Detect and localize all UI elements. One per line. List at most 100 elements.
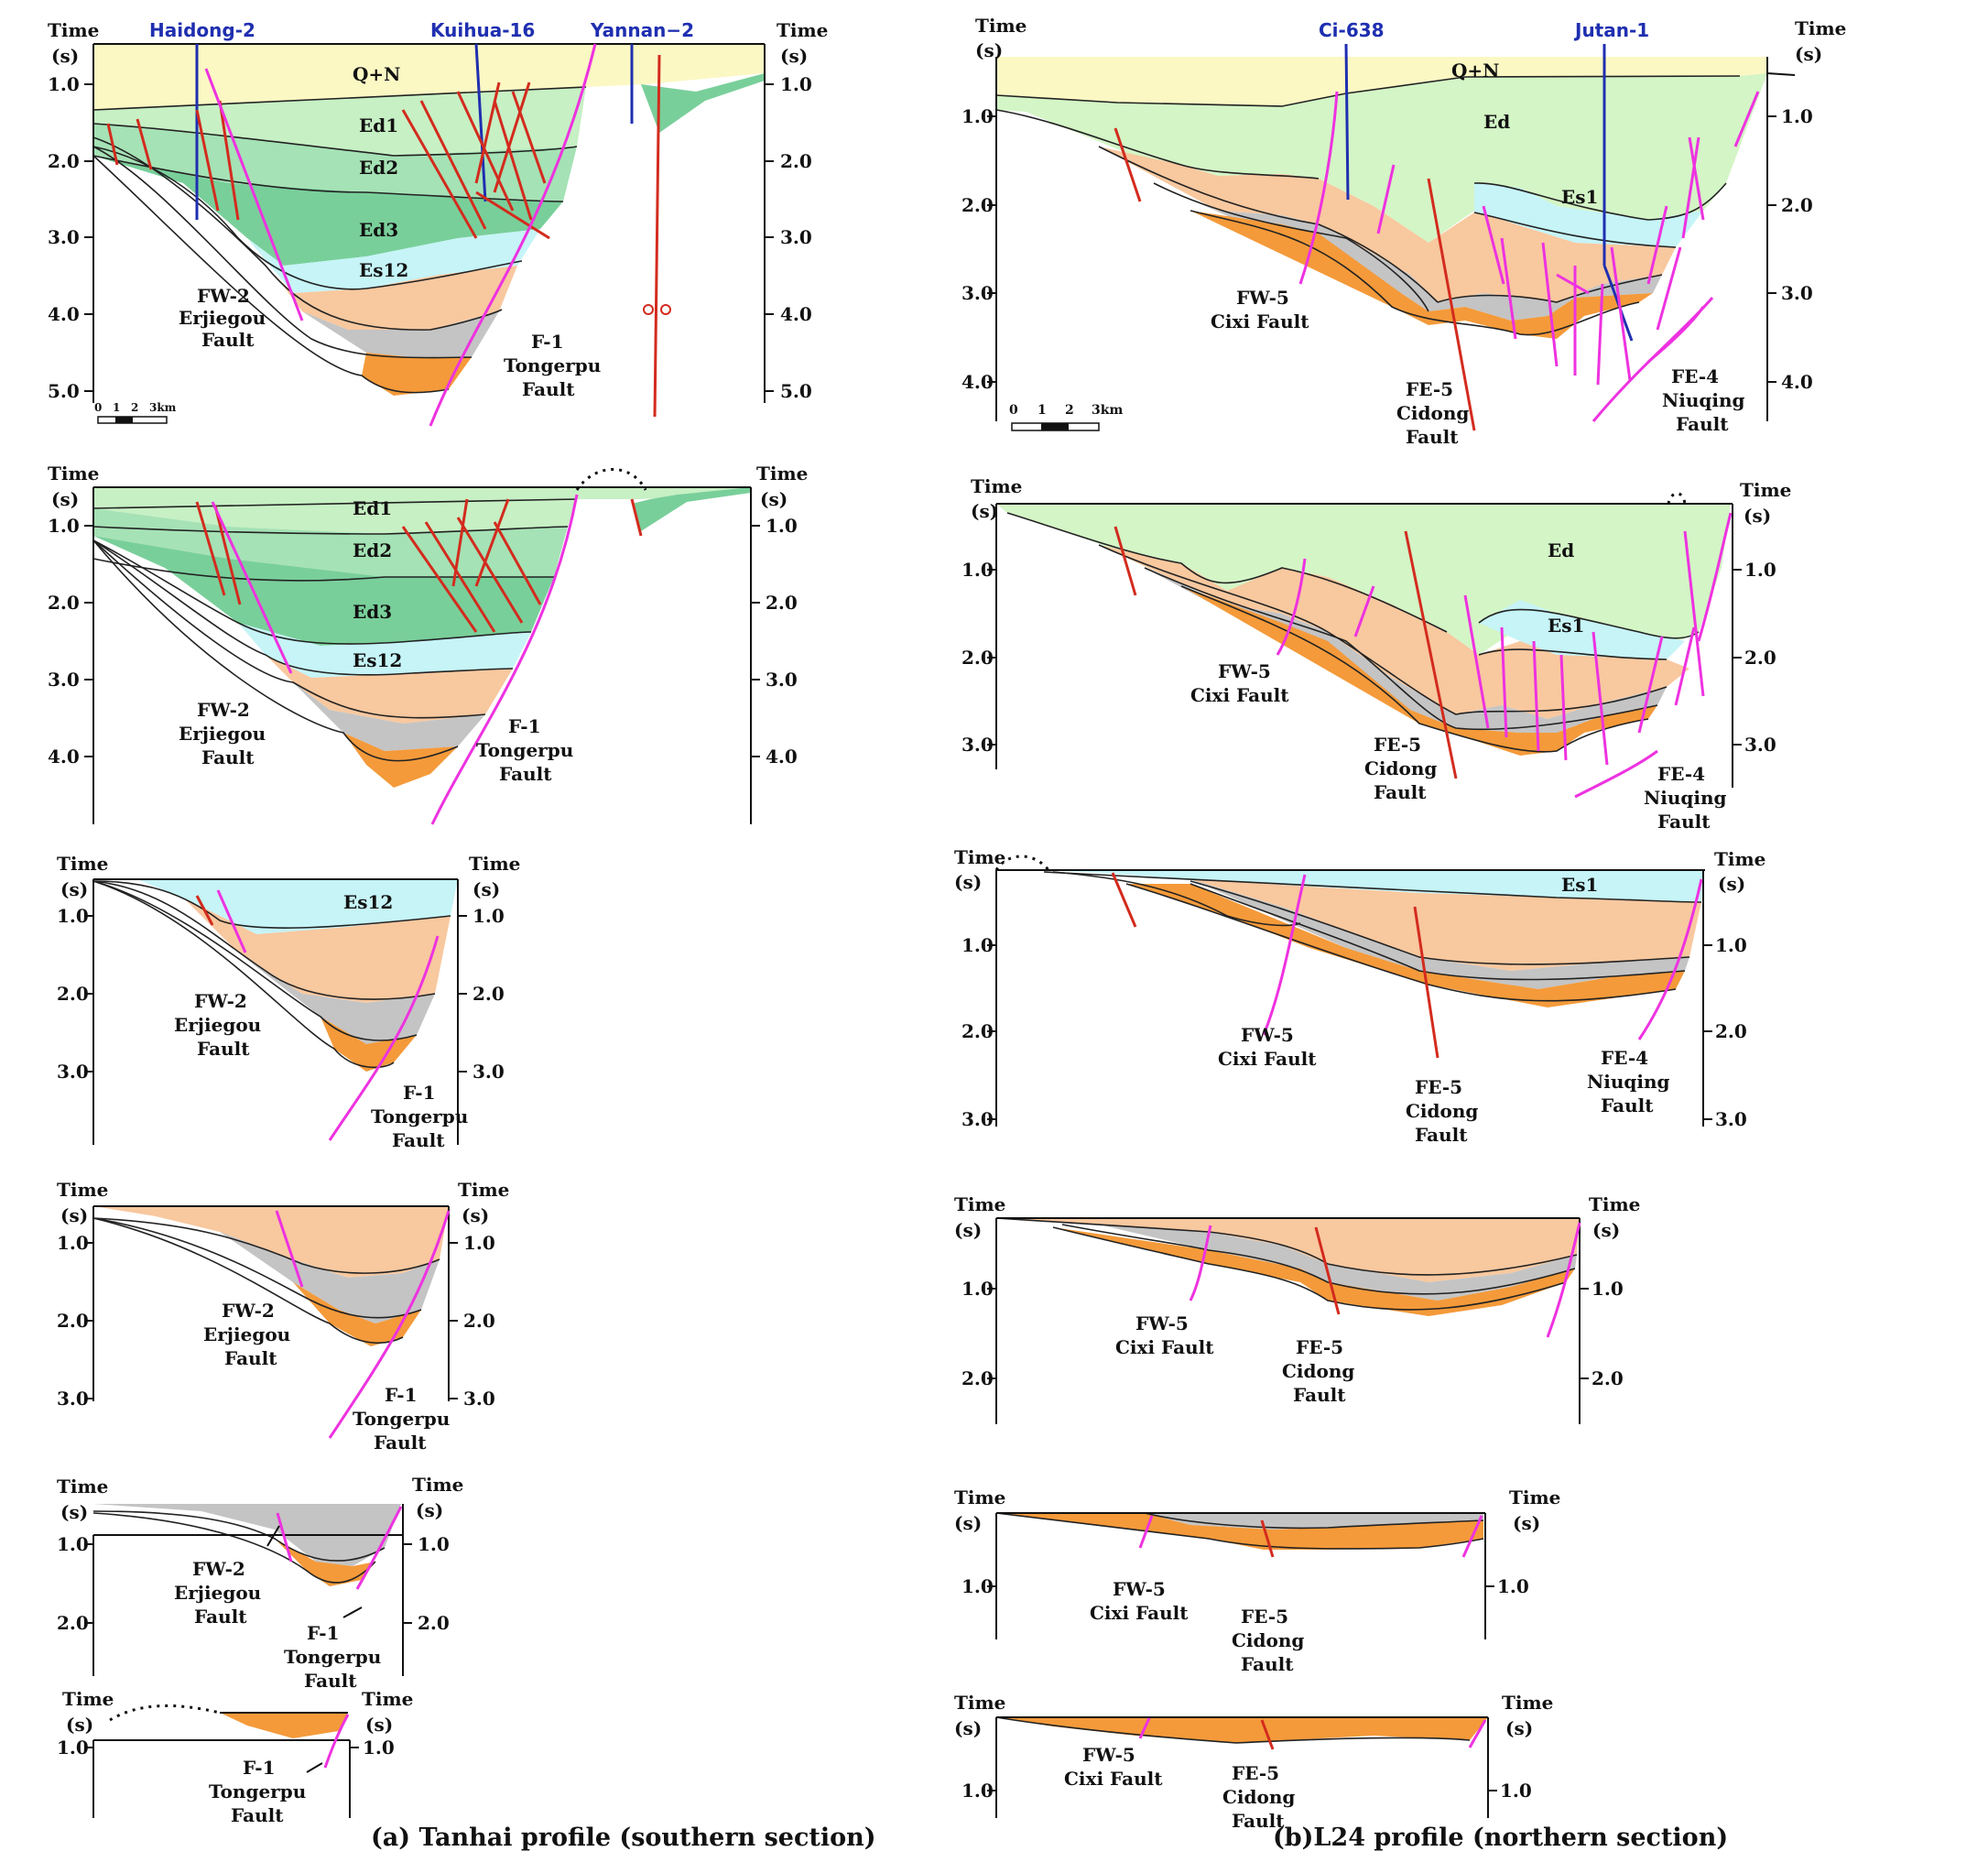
svg-text:2.0: 2.0 [1781, 194, 1813, 216]
svg-text:Time: Time [1509, 1486, 1560, 1508]
svg-text:2.0: 2.0 [961, 1020, 994, 1042]
panel-a4: Time (s) Time (s) 1.0 2.0 3.0 1.0 2.0 3.… [57, 1179, 509, 1454]
svg-text:Es1: Es1 [1561, 186, 1598, 208]
svg-text:2.0: 2.0 [961, 194, 994, 216]
svg-text:Ed3: Ed3 [353, 601, 392, 623]
svg-text:2.0: 2.0 [1591, 1367, 1624, 1389]
svg-text:Tongerpu: Tongerpu [209, 1780, 306, 1802]
time-label: Time [777, 19, 828, 41]
svg-text:1.0: 1.0 [766, 515, 798, 537]
svg-text:(s): (s) [365, 1714, 393, 1736]
svg-text:2: 2 [131, 401, 138, 414]
svg-text:4.0: 4.0 [1781, 371, 1813, 393]
svg-text:F-1: F-1 [508, 715, 541, 737]
svg-text:1.0: 1.0 [961, 1278, 994, 1300]
fault-label: Erjiegou [179, 307, 266, 329]
svg-text:4.0: 4.0 [766, 746, 798, 768]
svg-text:1.0: 1.0 [57, 1232, 89, 1254]
svg-text:Fault: Fault [201, 746, 255, 768]
svg-text:Niuqing: Niuqing [1662, 389, 1745, 411]
svg-text:Es12: Es12 [343, 891, 393, 913]
svg-text:3.0: 3.0 [473, 1061, 505, 1083]
svg-text:Fault: Fault [1241, 1653, 1294, 1675]
well-ci-638: Ci-638 [1319, 19, 1385, 41]
svg-text:Cidong: Cidong [1396, 402, 1469, 424]
svg-text:Time: Time [1502, 1692, 1553, 1714]
svg-text:(s): (s) [760, 488, 788, 510]
svg-text:3km: 3km [1092, 403, 1123, 418]
svg-text:Fault: Fault [304, 1670, 357, 1692]
svg-text:(s): (s) [954, 1219, 982, 1241]
svg-text:Erjiegou: Erjiegou [174, 1582, 261, 1604]
svg-text:1.0: 1.0 [418, 1533, 450, 1555]
svg-text:(s): (s) [1795, 43, 1822, 65]
svg-text:Niuqing: Niuqing [1644, 787, 1727, 809]
svg-text:Tongerpu: Tongerpu [284, 1646, 381, 1668]
svg-text:2.0: 2.0 [961, 1367, 994, 1389]
svg-text:Fault: Fault [1415, 1124, 1468, 1146]
svg-text:FE-4: FE-4 [1671, 365, 1719, 387]
svg-text:Time: Time [57, 1179, 108, 1201]
svg-text:Q+N: Q+N [1451, 60, 1499, 82]
panel-b1: Time (s) Time (s) 1.0 2.0 3.0 4.0 1.0 2.… [961, 15, 1846, 448]
panel-a5: Time (s) Time (s) 1.0 2.0 1.0 2.0 FW-2 E… [57, 1474, 463, 1692]
panel-b4: Time (s) Time (s) 1.0 2.0 1.0 2.0 FW-5 C… [954, 1193, 1640, 1424]
fault-label: Fault [201, 329, 255, 351]
svg-text:2.0: 2.0 [1744, 647, 1776, 669]
svg-text:FE-5: FE-5 [1415, 1076, 1462, 1098]
scale-bar-b: 0 1 2 3km [1009, 403, 1123, 431]
svg-text:4.0: 4.0 [961, 371, 994, 393]
svg-text:Ed: Ed [1548, 539, 1574, 561]
svg-text:(s): (s) [1505, 1717, 1533, 1739]
svg-text:1.0: 1.0 [363, 1737, 395, 1759]
svg-text:(s): (s) [1513, 1512, 1540, 1534]
svg-text:0: 0 [94, 401, 102, 414]
fault-label: F-1 [531, 331, 564, 353]
svg-text:Time: Time [954, 1193, 1005, 1215]
svg-text:3.0: 3.0 [57, 1388, 89, 1410]
svg-text:2.0: 2.0 [766, 592, 798, 614]
svg-text:3.0: 3.0 [48, 669, 80, 691]
svg-text:FW-2: FW-2 [192, 1558, 245, 1580]
svg-text:Cixi Fault: Cixi Fault [1064, 1768, 1163, 1790]
caption-a: (a) Tanhai profile (southern section) [371, 1824, 876, 1852]
svg-text:Time: Time [1740, 479, 1791, 501]
svg-text:Es1: Es1 [1548, 615, 1584, 637]
svg-text:Fault: Fault [1657, 811, 1711, 833]
svg-text:2.0: 2.0 [473, 983, 505, 1005]
svg-text:Time: Time [971, 475, 1022, 497]
svg-text:(s): (s) [1744, 505, 1771, 527]
tick-label: 4.0 [48, 303, 80, 325]
svg-text:(s): (s) [1592, 1219, 1620, 1241]
svg-text:Fault: Fault [1293, 1384, 1346, 1406]
svg-text:(s): (s) [975, 39, 1003, 61]
svg-text:F-1: F-1 [307, 1622, 340, 1644]
ed2-layer [93, 124, 577, 201]
panel-b5: Time (s) Time (s) 1.0 1.0 FW-5 Cixi Faul… [954, 1486, 1560, 1675]
es12-layer [247, 229, 540, 293]
svg-text:Time: Time [1589, 1193, 1640, 1215]
svg-text:(s): (s) [51, 488, 79, 510]
svg-text:Time: Time [412, 1474, 463, 1496]
svg-text:2.0: 2.0 [463, 1310, 495, 1332]
svg-text:Ed2: Ed2 [353, 539, 392, 561]
svg-text:1: 1 [1037, 403, 1047, 418]
layer-label: Ed2 [359, 157, 398, 179]
svg-text:Tongerpu: Tongerpu [476, 739, 573, 761]
svg-text:3.0: 3.0 [961, 1108, 994, 1130]
svg-text:4.0: 4.0 [48, 746, 80, 768]
svg-text:Ed: Ed [1483, 111, 1510, 133]
svg-text:Fault: Fault [197, 1038, 250, 1060]
svg-text:2.0: 2.0 [961, 647, 994, 669]
svg-text:Fault: Fault [1406, 426, 1459, 448]
svg-text:Ed1: Ed1 [353, 497, 392, 519]
svg-text:1.0: 1.0 [1715, 934, 1747, 956]
svg-text:F-1: F-1 [243, 1757, 276, 1779]
svg-text:1.0: 1.0 [1497, 1575, 1529, 1597]
svg-text:1.0: 1.0 [961, 1575, 994, 1597]
svg-text:3.0: 3.0 [463, 1388, 495, 1410]
svg-text:2.0: 2.0 [57, 983, 89, 1005]
svg-text:FW-5: FW-5 [1082, 1744, 1135, 1766]
svg-text:F-1: F-1 [403, 1082, 436, 1104]
svg-text:(s): (s) [60, 1501, 88, 1523]
